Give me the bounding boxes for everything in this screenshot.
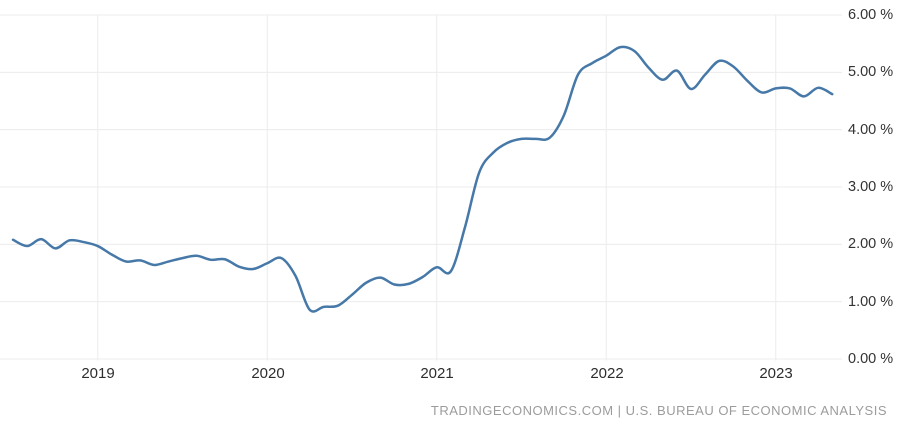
- x-axis-label-2020: 2020: [251, 365, 285, 382]
- gridlines: [0, 14, 842, 361]
- y-axis-label-4: 4.00 %: [848, 122, 894, 138]
- source-attribution: TRADINGECONOMICS.COM | U.S. BUREAU OF EC…: [430, 403, 887, 418]
- y-axis-label-1: 1.00 %: [848, 294, 894, 310]
- x-axis-label-2022: 2022: [590, 365, 624, 382]
- data-series-line: [11, 45, 834, 313]
- y-axis-label-0: 0.00 %: [848, 351, 894, 367]
- y-axis-label-2: 2.00 %: [848, 236, 894, 252]
- x-axis-label-2021: 2021: [420, 365, 454, 382]
- y-axis-label-6: 6.00 %: [848, 7, 894, 23]
- x-axis-label-2023: 2023: [759, 365, 793, 382]
- y-axis-label-5: 5.00 %: [848, 64, 894, 80]
- y-axis-label-3: 3.00 %: [848, 179, 894, 195]
- x-axis-label-2019: 2019: [81, 365, 115, 382]
